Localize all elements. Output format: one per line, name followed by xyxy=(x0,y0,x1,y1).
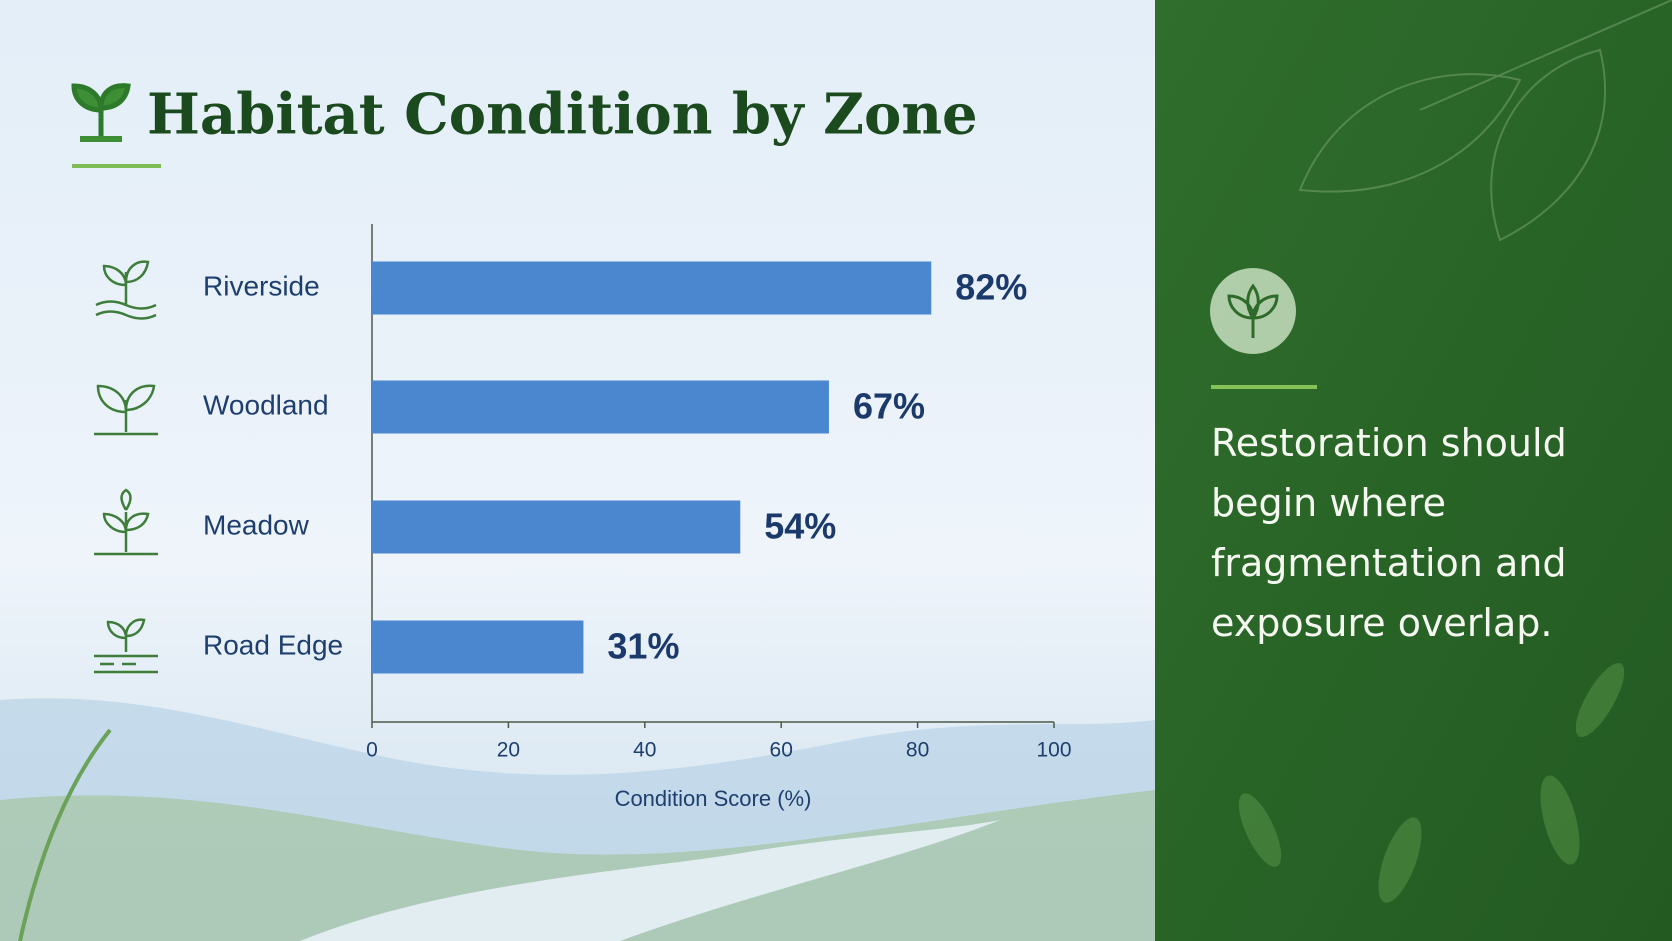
value-label: 67% xyxy=(853,386,925,427)
x-tick-label: 60 xyxy=(770,739,793,762)
x-tick-label: 80 xyxy=(906,739,929,762)
category-label: Road Edge xyxy=(203,629,343,660)
value-label: 31% xyxy=(607,626,679,667)
value-label: 54% xyxy=(764,506,836,547)
bar xyxy=(372,500,741,554)
note-divider xyxy=(1211,385,1317,389)
foliage xyxy=(18,728,112,941)
category-label: Woodland xyxy=(203,389,329,420)
x-tick-label: 20 xyxy=(497,739,520,762)
bar xyxy=(372,380,829,434)
ferns xyxy=(1238,662,1625,903)
x-tick-label: 100 xyxy=(1036,739,1071,762)
title-icon xyxy=(71,83,131,142)
zone-icons xyxy=(94,260,158,674)
chart-title: Habitat Condition by Zone xyxy=(147,82,978,148)
category-label: Meadow xyxy=(203,509,310,540)
bar xyxy=(372,261,932,315)
meadow xyxy=(0,790,1155,941)
side-note: Restoration should begin where fragmenta… xyxy=(1211,421,1567,645)
right-panel xyxy=(1155,0,1672,941)
x-axis-label: Condition Score (%) xyxy=(615,786,812,811)
title-underline xyxy=(72,164,161,168)
bar xyxy=(372,620,584,674)
x-tick-label: 40 xyxy=(633,739,656,762)
value-label: 82% xyxy=(955,267,1027,308)
x-tick-label: 0 xyxy=(366,739,378,762)
note-icon-leaf xyxy=(1227,283,1279,338)
river xyxy=(300,820,1000,941)
category-label: Riverside xyxy=(203,270,320,301)
leaf-sketch xyxy=(1298,0,1672,242)
